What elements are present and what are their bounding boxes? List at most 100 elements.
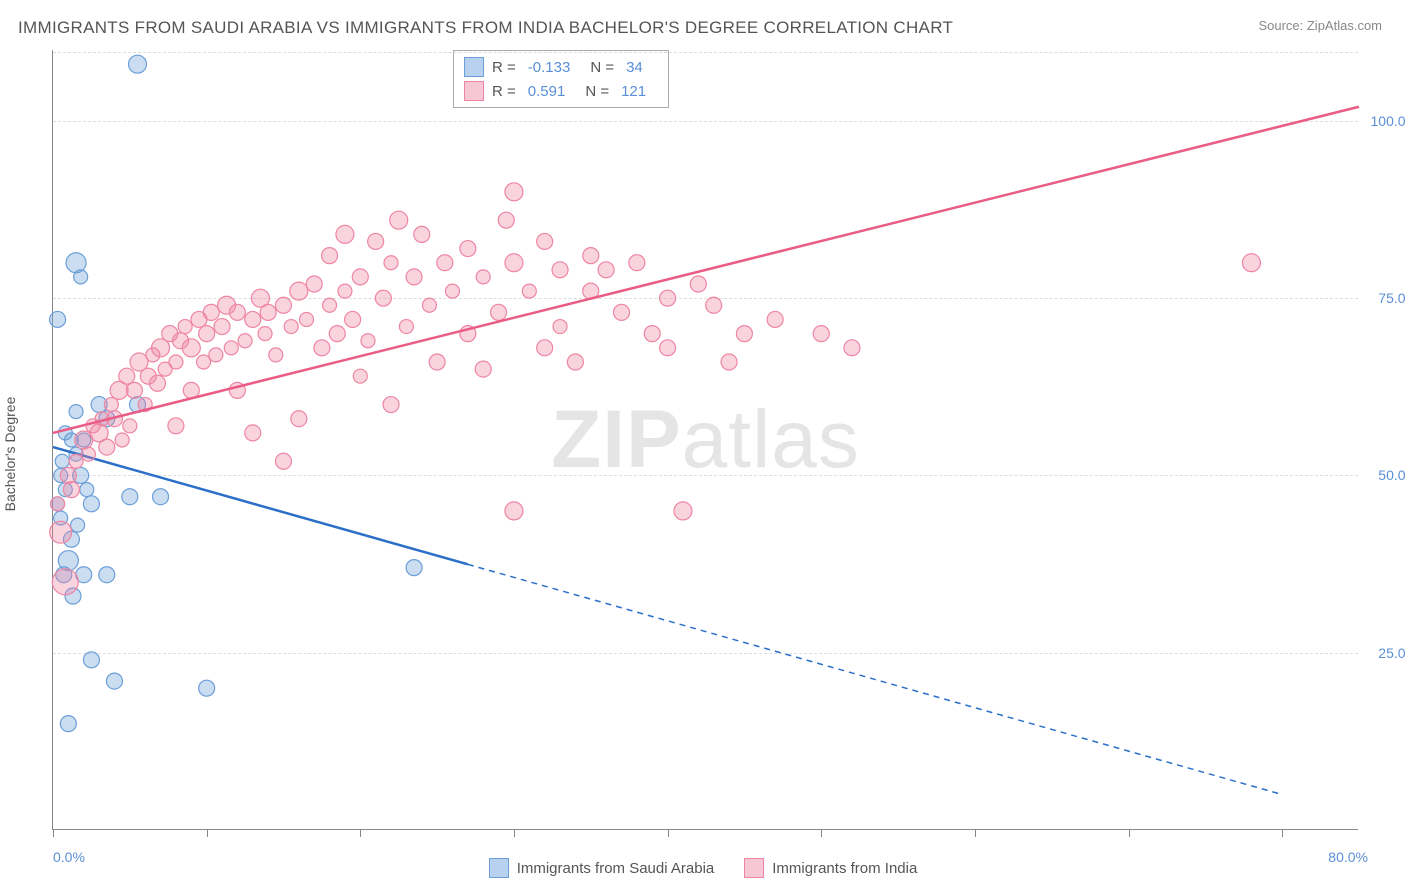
data-point	[69, 454, 83, 468]
data-point	[169, 355, 183, 369]
data-point	[690, 276, 706, 292]
y-tick-label: 100.0%	[1363, 113, 1406, 129]
data-point	[260, 304, 276, 320]
data-point	[445, 284, 459, 298]
data-point	[284, 320, 298, 334]
data-point	[55, 454, 69, 468]
data-point	[306, 276, 322, 292]
regression-line	[53, 107, 1359, 433]
data-point	[537, 340, 553, 356]
data-point	[50, 521, 72, 543]
data-point	[258, 327, 272, 341]
data-point	[613, 304, 629, 320]
regression-line	[53, 447, 468, 564]
data-point	[178, 320, 192, 334]
data-point	[406, 560, 422, 576]
data-point	[660, 340, 676, 356]
data-point	[129, 55, 147, 73]
data-point	[505, 502, 523, 520]
data-point	[553, 320, 567, 334]
chart-svg	[53, 50, 1359, 830]
x-tick	[668, 829, 669, 837]
data-point	[229, 304, 245, 320]
data-point	[69, 405, 83, 419]
x-tick	[1129, 829, 1130, 837]
data-point	[80, 483, 94, 497]
data-point	[475, 361, 491, 377]
y-tick-label: 75.0%	[1363, 290, 1406, 306]
data-point	[291, 411, 307, 427]
data-point	[552, 262, 568, 278]
data-point	[104, 398, 118, 412]
data-point	[300, 312, 314, 326]
data-point	[74, 270, 88, 284]
data-point	[505, 183, 523, 201]
data-point	[199, 680, 215, 696]
legend-label: Immigrants from Saudi Arabia	[517, 860, 715, 877]
data-point	[275, 297, 291, 313]
data-point	[567, 354, 583, 370]
x-tick	[53, 829, 54, 837]
data-point	[122, 489, 138, 505]
data-point	[736, 326, 752, 342]
data-point	[182, 339, 200, 357]
x-tick	[207, 829, 208, 837]
data-point	[491, 304, 507, 320]
data-point	[52, 569, 78, 595]
data-point	[60, 467, 76, 483]
data-point	[314, 340, 330, 356]
data-point	[238, 334, 252, 348]
data-point	[390, 211, 408, 229]
data-point	[422, 298, 436, 312]
data-point	[245, 311, 261, 327]
data-point	[329, 326, 345, 342]
data-point	[60, 716, 76, 732]
data-point	[197, 355, 211, 369]
data-point	[99, 439, 115, 455]
x-tick	[360, 829, 361, 837]
x-tick	[1282, 829, 1283, 837]
data-point	[106, 673, 122, 689]
legend-swatch	[489, 858, 509, 878]
data-point	[126, 382, 142, 398]
data-point	[460, 241, 476, 257]
data-point	[505, 254, 523, 272]
data-point	[1242, 254, 1260, 272]
data-point	[721, 354, 737, 370]
data-point	[437, 255, 453, 271]
data-point	[644, 326, 660, 342]
data-point	[209, 348, 223, 362]
data-point	[660, 290, 676, 306]
data-point	[406, 269, 422, 285]
data-point	[290, 282, 308, 300]
data-point	[629, 255, 645, 271]
data-point	[115, 433, 129, 447]
data-point	[844, 340, 860, 356]
y-tick-label: 25.0%	[1363, 645, 1406, 661]
data-point	[51, 497, 65, 511]
legend-item: Immigrants from India	[744, 858, 917, 878]
data-point	[199, 326, 215, 342]
data-point	[706, 297, 722, 313]
data-point	[522, 284, 536, 298]
data-point	[83, 652, 99, 668]
bottom-legend: Immigrants from Saudi Arabia Immigrants f…	[0, 858, 1406, 878]
data-point	[375, 290, 391, 306]
data-point	[813, 326, 829, 342]
y-axis-label: Bachelor's Degree	[2, 397, 18, 512]
data-point	[63, 482, 79, 498]
data-point	[50, 311, 66, 327]
data-point	[322, 248, 338, 264]
data-point	[71, 518, 85, 532]
data-point	[384, 256, 398, 270]
data-point	[168, 418, 184, 434]
data-point	[345, 311, 361, 327]
data-point	[203, 304, 219, 320]
data-point	[414, 226, 430, 242]
legend-label: Immigrants from India	[772, 860, 917, 877]
data-point	[99, 567, 115, 583]
data-point	[81, 447, 95, 461]
data-point	[498, 212, 514, 228]
data-point	[767, 311, 783, 327]
data-point	[537, 233, 553, 249]
